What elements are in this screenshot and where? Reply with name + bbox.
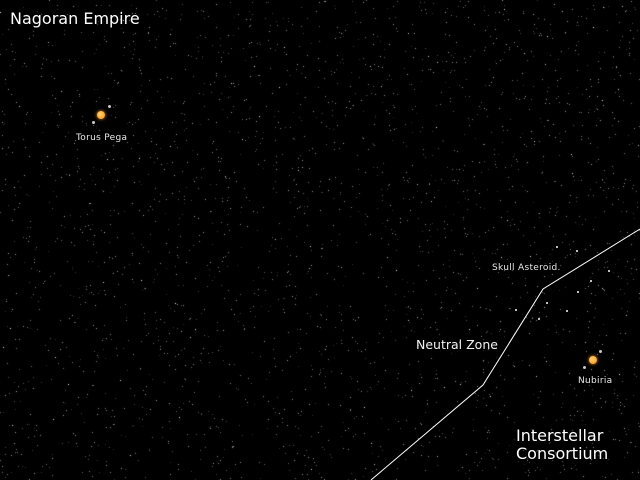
faction-label-interstellar-line2: Consortium bbox=[516, 444, 609, 463]
faction-label-nagoran-empire: Nagoran Empire bbox=[10, 9, 140, 28]
asteroid-icon bbox=[608, 270, 610, 272]
asteroid-icon bbox=[566, 310, 568, 312]
asteroid-icon bbox=[515, 309, 517, 311]
asteroid-icon bbox=[577, 291, 579, 293]
asteroid-icon bbox=[556, 246, 558, 248]
moon-icon bbox=[92, 121, 95, 124]
sun-icon[interactable] bbox=[589, 356, 597, 364]
moon-icon bbox=[599, 350, 602, 353]
system-label-skull-asteroid: Skull Asteroid. bbox=[492, 263, 561, 273]
asteroid-icon bbox=[590, 280, 592, 282]
moon-icon bbox=[583, 366, 586, 369]
asteroid-icon bbox=[538, 318, 540, 320]
neutral-zone-label: Neutral Zone bbox=[416, 337, 498, 352]
moon-icon bbox=[108, 105, 111, 108]
system-label-torus-pega: Torus Pega bbox=[76, 133, 128, 143]
asteroid-icon bbox=[576, 250, 578, 252]
faction-label-interstellar-line1: Interstellar bbox=[516, 426, 604, 445]
neutral-zone-border bbox=[370, 228, 640, 480]
sun-icon[interactable] bbox=[97, 111, 105, 119]
system-label-nubiria: Nubiria bbox=[578, 376, 613, 386]
asteroid-icon bbox=[546, 302, 548, 304]
